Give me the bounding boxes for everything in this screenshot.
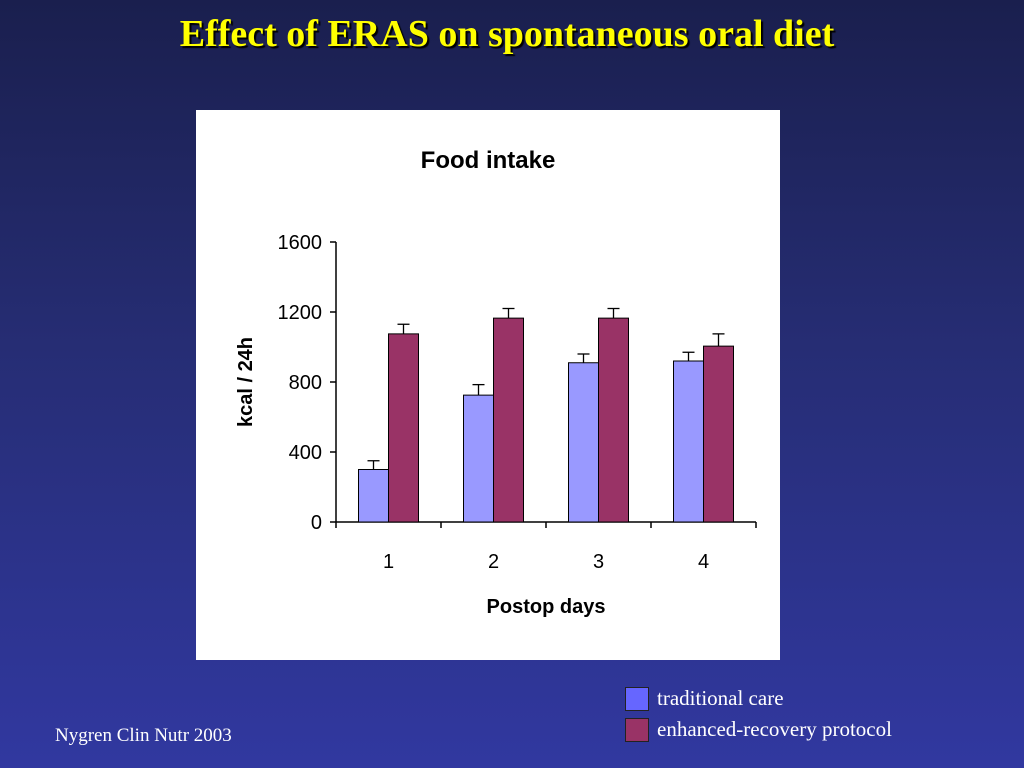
bar-traditional-day-4	[673, 360, 704, 523]
legend-label-traditional: traditional care	[657, 686, 784, 710]
bar-traditional-day-3	[568, 362, 599, 523]
y-tick-label: 1200	[278, 302, 323, 324]
y-axis-title: kcal / 24h	[235, 337, 257, 427]
x-tick-label: 1	[383, 551, 394, 573]
bar-enhanced-day-3	[598, 317, 629, 523]
bar-traditional-day-2	[463, 394, 494, 523]
legend-label-enhanced: enhanced-recovery protocol	[657, 717, 892, 741]
x-axis-title: Postop days	[487, 596, 606, 618]
bar-traditional-day-1	[358, 469, 389, 523]
x-tick-label: 3	[593, 551, 604, 573]
y-tick-label: 800	[289, 372, 322, 394]
y-tick-label: 0	[311, 512, 322, 534]
chart-title: Food intake	[421, 147, 556, 174]
chart-panel: Food intake kcal / 24h Postop days 0 400 8…	[196, 110, 780, 660]
food-intake-chart: Food intake kcal / 24h Postop days 0 400 8…	[235, 147, 757, 618]
legend-swatch-enhanced	[625, 717, 649, 742]
y-tick-label: 400	[289, 442, 322, 464]
legend-item-traditional: traditional care	[625, 683, 892, 714]
slide-title: Effect of ERAS on spontaneous oral diet	[179, 13, 835, 55]
bar-enhanced-day-4	[703, 345, 734, 523]
citation: Nygren Clin Nutr 2003	[55, 725, 232, 746]
x-tick-label: 4	[698, 551, 709, 573]
legend-item-enhanced: enhanced-recovery protocol	[625, 714, 892, 745]
legend: traditional care enhanced-recovery proto…	[625, 683, 892, 745]
bar-enhanced-day-2	[493, 317, 524, 523]
x-tick-label: 2	[488, 551, 499, 573]
plot-area: 0 400 800 1200 1600 1 2 3 4	[278, 232, 757, 573]
legend-swatch-traditional	[625, 686, 649, 711]
y-tick-label: 1600	[278, 232, 323, 254]
bar-enhanced-day-1	[388, 333, 419, 523]
